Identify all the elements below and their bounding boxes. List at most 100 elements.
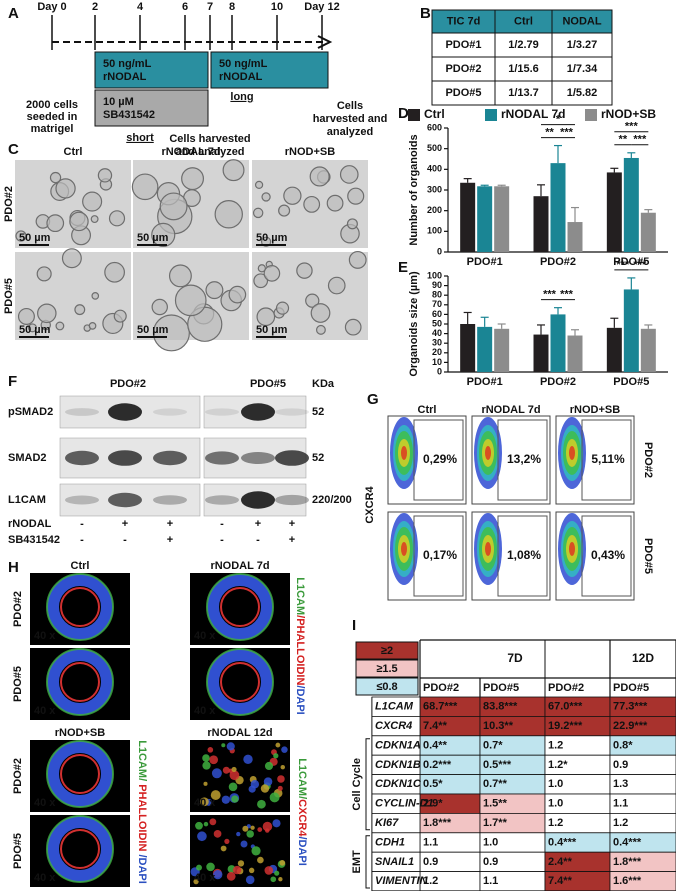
box-text: rNODAL	[103, 71, 147, 83]
cell	[248, 867, 255, 874]
scale-label: 50 µm	[256, 324, 288, 336]
sub-header: PDO#5	[613, 682, 649, 694]
row-label: PDO#2	[642, 442, 654, 478]
box-text: 50 ng/mL	[103, 58, 152, 70]
legend-swatch	[585, 109, 597, 121]
fold-change: 0.7**	[483, 778, 508, 790]
table-cell	[494, 56, 553, 82]
organoid	[296, 262, 313, 279]
table-cell	[431, 80, 496, 106]
organoid	[55, 321, 65, 331]
fold-change: 1.7**	[483, 817, 508, 829]
treatment-sign: -	[220, 518, 224, 530]
bar	[640, 212, 656, 252]
band	[275, 450, 309, 466]
note: Cells	[337, 100, 363, 112]
y-tick-label: 10	[432, 357, 442, 367]
organoid-lumen	[60, 754, 100, 794]
organoid-ring	[46, 648, 114, 716]
table-text: PDO#2	[445, 63, 481, 75]
cell	[209, 755, 219, 765]
gate-percentage: 0,29%	[423, 452, 457, 466]
unit-label: KDa	[312, 378, 335, 390]
density	[569, 445, 575, 460]
organoid	[37, 303, 57, 324]
treatment-sign: -	[80, 518, 84, 530]
table-text: TIC 7d	[447, 15, 481, 27]
y-tick-label: 30	[432, 338, 442, 348]
fold-change: 7.4**	[423, 720, 448, 732]
day-label: 6	[182, 1, 188, 13]
fold-change: 1.1	[423, 836, 438, 848]
fold-change: 0.9	[423, 856, 438, 868]
organoid	[256, 307, 276, 327]
band	[153, 408, 187, 416]
treatment-sign: -	[80, 534, 84, 546]
bar	[533, 334, 549, 372]
organoid-ring	[207, 574, 273, 640]
organoid	[88, 322, 97, 330]
x-tick-label: PDO#2	[540, 376, 576, 388]
cell	[202, 754, 210, 762]
box-text: rNODAL	[219, 71, 263, 83]
row-label: PDO#2	[12, 758, 24, 794]
significance-label: ***	[560, 126, 574, 138]
time-header: 7D	[507, 651, 523, 665]
organoid	[69, 211, 89, 232]
row-label: PDO#5	[642, 538, 654, 574]
organoid	[159, 192, 188, 221]
magnification: 40 x	[34, 872, 56, 884]
fold-change: 77.3***	[613, 701, 648, 713]
cell	[240, 840, 248, 848]
note: short	[126, 132, 154, 144]
bar	[460, 182, 476, 252]
stain-part: /DAPI	[294, 685, 306, 714]
fold-change: 67.0***	[548, 701, 583, 713]
column-label: Ctrl	[64, 146, 83, 158]
row-label: PDO#2	[12, 591, 24, 627]
protein-label: L1CAM	[8, 494, 46, 506]
y-tick-label: 20	[432, 347, 442, 357]
cell	[248, 785, 256, 793]
bar	[567, 335, 583, 372]
row-label: PDO#5	[12, 833, 24, 869]
magnification: 40 x	[194, 797, 216, 809]
significance-label: ***	[616, 259, 630, 271]
column-label: rNOD+SB	[55, 727, 105, 739]
gene-name: CDH1	[375, 836, 405, 848]
fold-change: 1.2	[613, 817, 628, 829]
organoid	[263, 265, 281, 282]
magnification: 40 x	[34, 705, 56, 717]
cell	[231, 795, 239, 803]
cell	[210, 790, 221, 800]
cell	[209, 818, 217, 826]
panel-letter: A	[8, 5, 19, 22]
organoid	[151, 222, 176, 247]
organoid	[152, 314, 190, 352]
significance-label: *	[556, 113, 561, 125]
table-text: PDO#5	[445, 87, 481, 99]
gene-name: L1CAM	[375, 701, 414, 713]
fold-change: 0.4***	[613, 836, 642, 848]
fold-change: 22.9***	[613, 720, 648, 732]
fold-change: 1.8***	[423, 817, 452, 829]
y-axis-label: Number of organoids	[408, 134, 420, 245]
panel-letter: D	[398, 105, 409, 122]
legend-label: rNOD+SB	[601, 107, 656, 121]
table-cell	[551, 80, 613, 106]
significance-label: ***	[543, 289, 557, 301]
significance-label: **	[619, 134, 628, 146]
treatment-sign: +	[167, 534, 173, 546]
cell	[245, 875, 255, 885]
organoid	[181, 167, 205, 191]
axis-label: CXCR4	[364, 485, 376, 523]
cell	[242, 825, 249, 832]
gate	[497, 515, 548, 597]
day-label: 4	[137, 1, 144, 13]
organoid	[113, 309, 127, 323]
bar	[567, 222, 583, 252]
kda-label: 52	[312, 452, 324, 464]
stain-label: L1CAM/PHALLOIDIN/DAPI	[294, 577, 306, 715]
cell	[231, 766, 237, 773]
